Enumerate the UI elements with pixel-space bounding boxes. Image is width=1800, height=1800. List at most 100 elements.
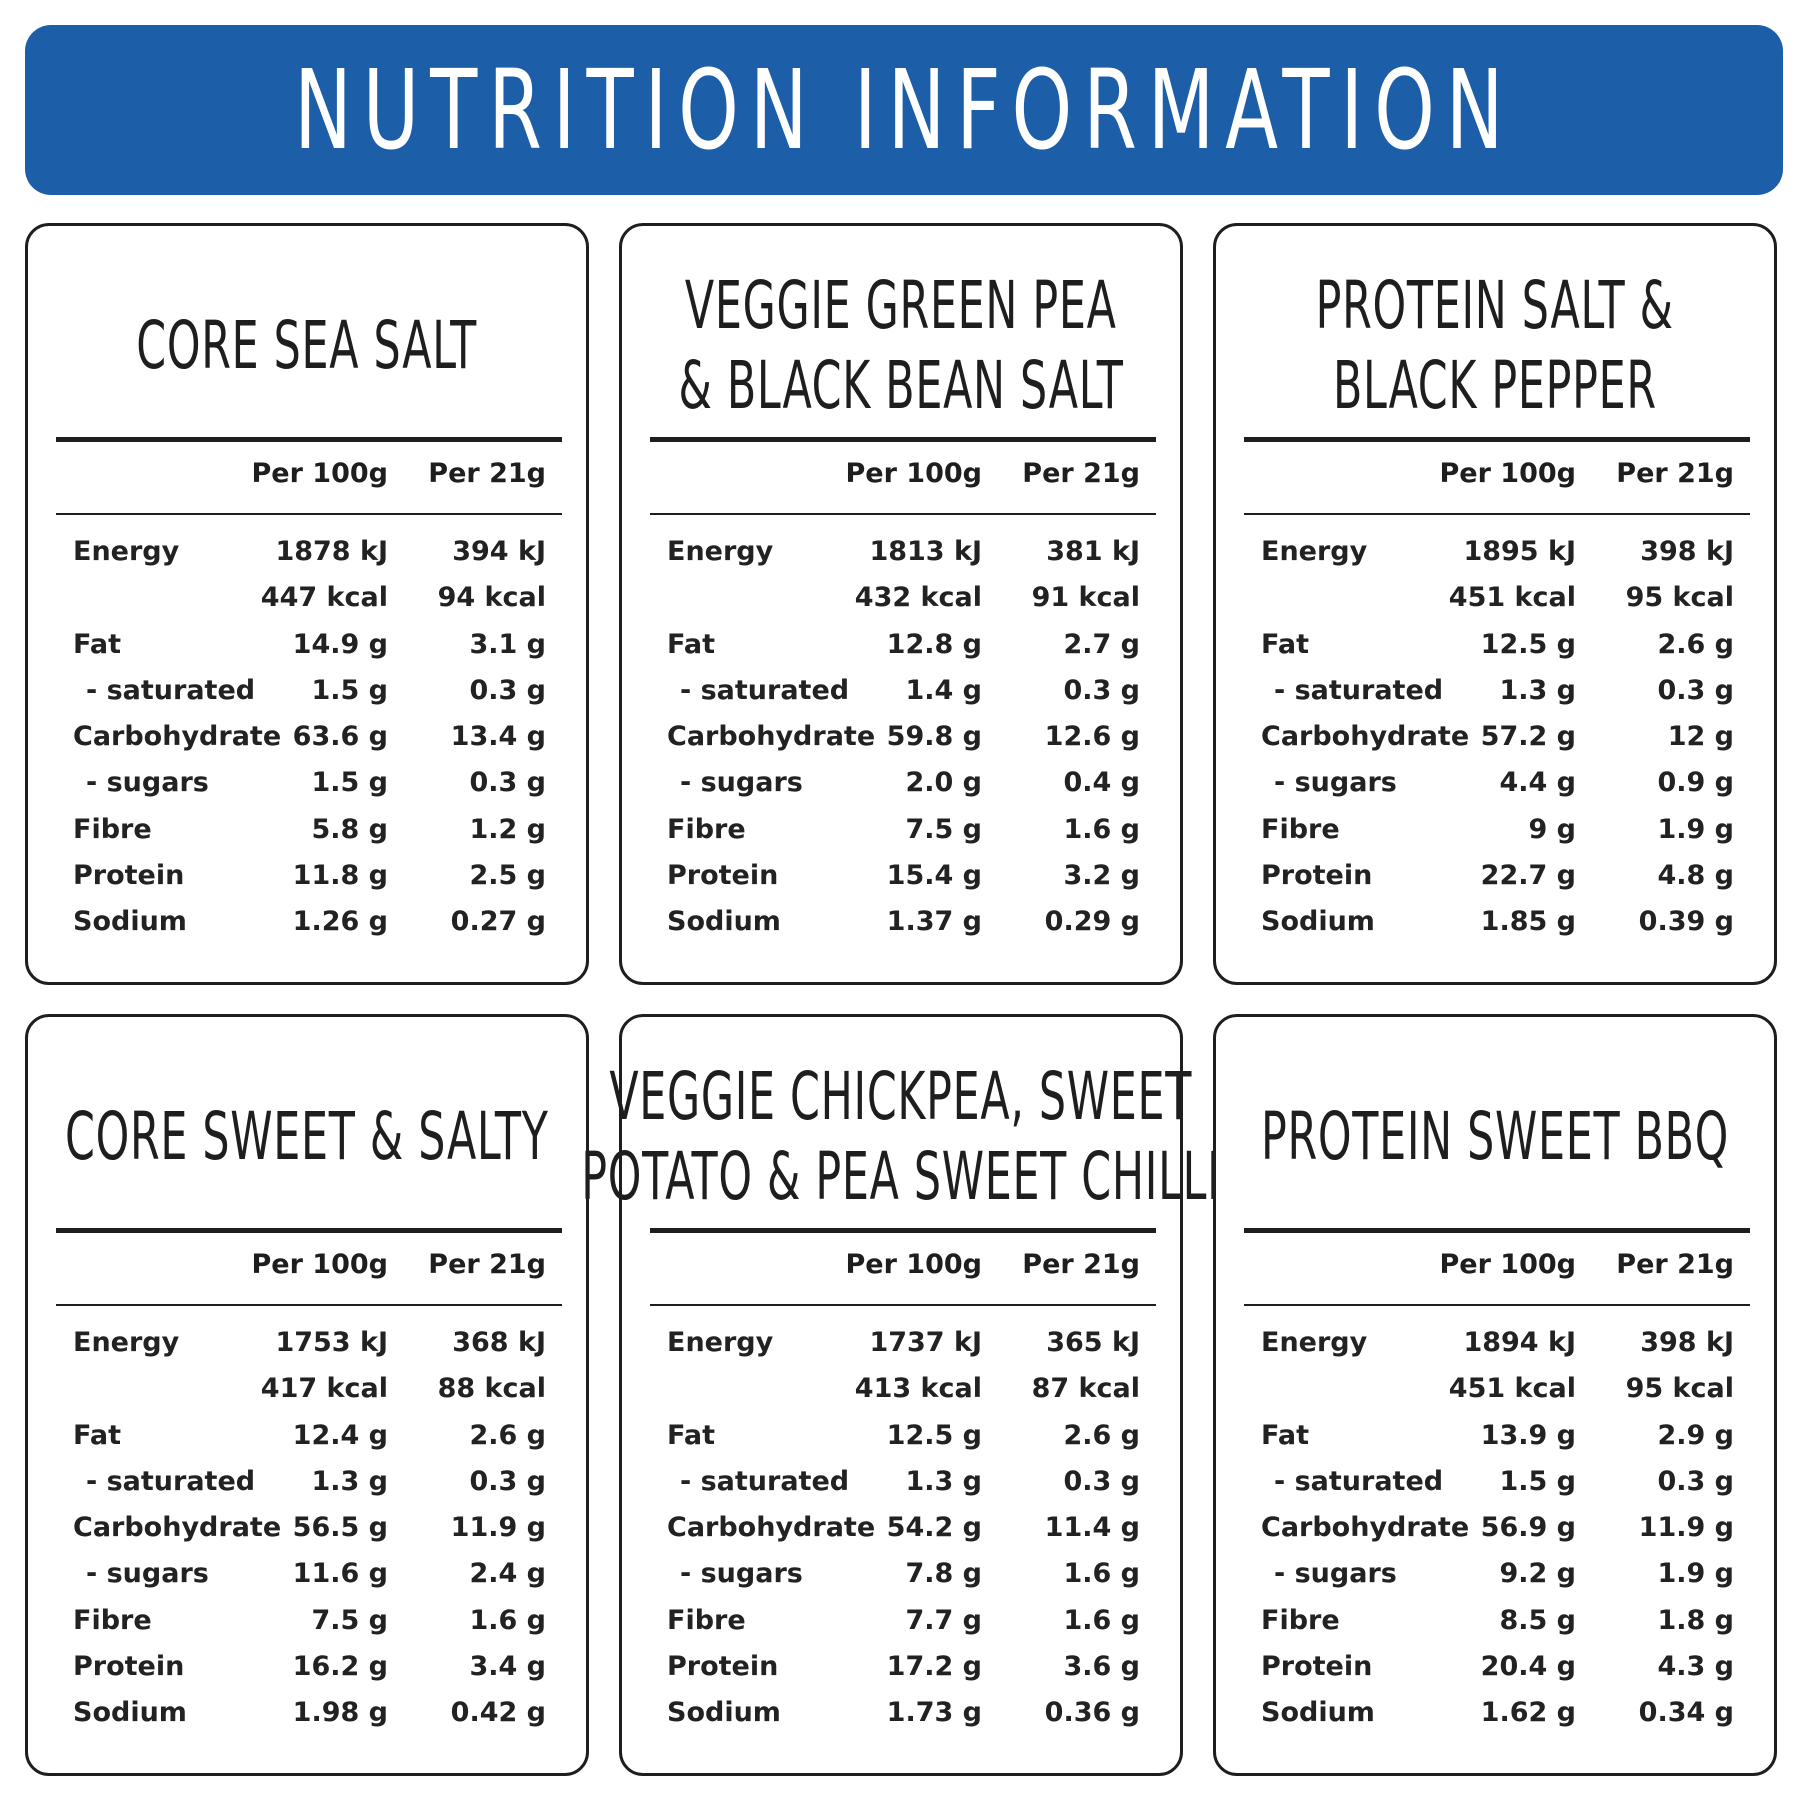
nutrient-row: Carbohydrate 54.2 g 11.4 g (622, 1508, 1180, 1554)
nutrient-value-per-21g: 0.3 g (1063, 1465, 1140, 1497)
nutrient-value-per-21g: 2.9 g (1657, 1419, 1734, 1451)
nutrient-value-per-100g: 1.62 g (1480, 1697, 1576, 1729)
nutrient-value-per-21g: 0.27 g (450, 906, 546, 938)
nutrient-row: Energy 1737 kJ 365 kJ (622, 1323, 1180, 1369)
nutrient-label: Sodium (73, 906, 187, 938)
nutrient-value-per-21g: 0.4 g (1063, 767, 1140, 799)
nutrient-value-per-21g: 1.8 g (1657, 1604, 1734, 1636)
nutrient-label: Sodium (1261, 906, 1375, 938)
nutrient-value-per-100g: 9.2 g (1499, 1558, 1576, 1590)
column-header-per-100g: Per 100g (1439, 458, 1576, 489)
nutrient-value-per-21g: 3.1 g (469, 628, 546, 660)
nutrient-label: - sugars (680, 767, 803, 799)
nutrient-row: Protein 11.8 g 2.5 g (28, 856, 586, 902)
card-title-line-1: VEGGIE CHICKPEA, SWEET (609, 1058, 1193, 1135)
header-divider (650, 513, 1156, 515)
nutrient-value-per-21g: 0.34 g (1638, 1697, 1734, 1729)
nutrient-value-per-100g: 59.8 g (886, 721, 982, 753)
nutrient-label: - saturated (1274, 674, 1444, 706)
nutrient-value-per-21g: 0.3 g (469, 1465, 546, 1497)
nutrient-row: Fat 14.9 g 3.1 g (28, 625, 586, 671)
nutrient-value-per-21g: 2.7 g (1063, 628, 1140, 660)
nutrient-label: Fibre (1261, 1604, 1340, 1636)
nutrient-row: Fat 12.4 g 2.6 g (28, 1416, 586, 1462)
nutrient-value-per-100g: 63.6 g (292, 721, 388, 753)
header-divider (650, 1304, 1156, 1306)
nutrient-row: Fibre 8.5 g 1.8 g (1216, 1601, 1774, 1647)
nutrient-value-per-100g: 12.8 g (886, 628, 982, 660)
nutrient-value-per-100g: 1.5 g (311, 674, 388, 706)
nutrient-value-per-100g: 56.9 g (1480, 1512, 1576, 1544)
nutrient-value-per-21g: 1.6 g (469, 1604, 546, 1636)
nutrient-value-per-21g: 12.6 g (1044, 721, 1140, 753)
nutrient-row: Fibre 7.5 g 1.6 g (28, 1601, 586, 1647)
nutrient-row: - saturated 1.3 g 0.3 g (622, 1462, 1180, 1508)
nutrient-value-per-21g: 87 kcal (1031, 1373, 1140, 1405)
nutrient-value-per-100g: 1.3 g (1499, 674, 1576, 706)
header-divider (56, 1304, 562, 1306)
nutrient-label: Sodium (667, 1697, 781, 1729)
nutrient-row: - sugars 4.4 g 0.9 g (1216, 763, 1774, 809)
nutrient-value-per-21g: 95 kcal (1625, 1373, 1734, 1405)
nutrient-row: - saturated 1.3 g 0.3 g (1216, 671, 1774, 717)
card-title-line-2: BLACK PEPPER (1333, 347, 1657, 424)
nutrient-value-per-100g: 1.3 g (311, 1465, 388, 1497)
nutrient-label: Sodium (667, 906, 781, 938)
nutrient-row: Fat 12.8 g 2.7 g (622, 625, 1180, 671)
title-divider (56, 1228, 562, 1233)
nutrient-row: Energy 1878 kJ 394 kJ (28, 532, 586, 578)
nutrient-value-per-100g: 1813 kJ (869, 536, 982, 567)
nutrient-value-per-21g: 398 kJ (1640, 1327, 1734, 1358)
nutrient-value-per-100g: 1.85 g (1480, 906, 1576, 938)
nutrient-value-per-100g: 15.4 g (886, 860, 982, 892)
nutrient-label: - sugars (86, 1558, 209, 1590)
nutrient-row: Protein 22.7 g 4.8 g (1216, 856, 1774, 902)
nutrient-value-per-100g: 14.9 g (292, 628, 388, 660)
nutrient-row: Fat 13.9 g 2.9 g (1216, 1416, 1774, 1462)
nutrient-table: Energy 1894 kJ 398 kJ 451 kcal 95 kcal Fat 13.… (1216, 1323, 1774, 1740)
nutrient-value-per-21g: 3.2 g (1063, 860, 1140, 892)
nutrient-row: - saturated 1.5 g 0.3 g (28, 671, 586, 717)
nutrient-value-per-100g: 1895 kJ (1463, 536, 1576, 567)
nutrient-label: Protein (667, 860, 779, 892)
nutrient-label: Fat (667, 1419, 715, 1451)
page-title: NUTRITION INFORMATION (293, 46, 1515, 174)
nutrient-value-per-21g: 91 kcal (1031, 582, 1140, 614)
nutrient-value-per-21g: 3.4 g (469, 1651, 546, 1683)
nutrition-card-protein-salt-black-pepper: PROTEIN SALT & BLACK PEPPER Per 100g Per… (1213, 223, 1777, 985)
nutrient-row: Carbohydrate 63.6 g 13.4 g (28, 717, 586, 763)
nutrient-row: Fibre 7.5 g 1.6 g (622, 810, 1180, 856)
nutrient-value-per-100g: 1894 kJ (1463, 1327, 1576, 1358)
title-divider (1244, 437, 1750, 442)
column-header-per-100g: Per 100g (251, 458, 388, 489)
nutrient-value-per-21g: 0.3 g (1657, 674, 1734, 706)
nutrient-value-per-100g: 12.4 g (292, 1419, 388, 1451)
card-title: CORE SEA SALT (56, 246, 558, 446)
nutrient-value-per-21g: 95 kcal (1625, 582, 1734, 614)
nutrient-row: 451 kcal 95 kcal (1216, 578, 1774, 624)
column-header-per-100g: Per 100g (845, 458, 982, 489)
nutrient-label: Fat (1261, 1419, 1309, 1451)
nutrient-value-per-100g: 16.2 g (292, 1651, 388, 1683)
nutrient-label: - saturated (680, 1465, 850, 1497)
nutrient-value-per-100g: 57.2 g (1480, 721, 1576, 753)
card-title-line-1: VEGGIE GREEN PEA (685, 267, 1117, 344)
nutrient-label: Energy (73, 536, 180, 567)
nutrient-label: Protein (73, 1651, 185, 1683)
nutrient-value-per-21g: 11.9 g (1638, 1512, 1734, 1544)
nutrient-label: - saturated (1274, 1465, 1444, 1497)
card-title-line-2: POTATO & PEA SWEET CHILLI (581, 1138, 1221, 1215)
nutrient-row: - saturated 1.5 g 0.3 g (1216, 1462, 1774, 1508)
nutrient-table: Energy 1813 kJ 381 kJ 432 kcal 91 kcal Fat 12.… (622, 532, 1180, 949)
nutrient-row: Carbohydrate 59.8 g 12.6 g (622, 717, 1180, 763)
nutrient-value-per-21g: 0.36 g (1044, 1697, 1140, 1729)
column-header-per-21g: Per 21g (1022, 458, 1140, 489)
nutrient-value-per-100g: 7.5 g (311, 1604, 388, 1636)
nutrient-label: Fibre (73, 1604, 152, 1636)
nutrient-value-per-21g: 0.9 g (1657, 767, 1734, 799)
nutrient-value-per-100g: 20.4 g (1480, 1651, 1576, 1683)
nutrient-label: - sugars (1274, 1558, 1397, 1590)
nutrient-value-per-100g: 5.8 g (311, 813, 388, 845)
nutrient-value-per-21g: 4.8 g (1657, 860, 1734, 892)
nutrient-value-per-21g: 4.3 g (1657, 1651, 1734, 1683)
